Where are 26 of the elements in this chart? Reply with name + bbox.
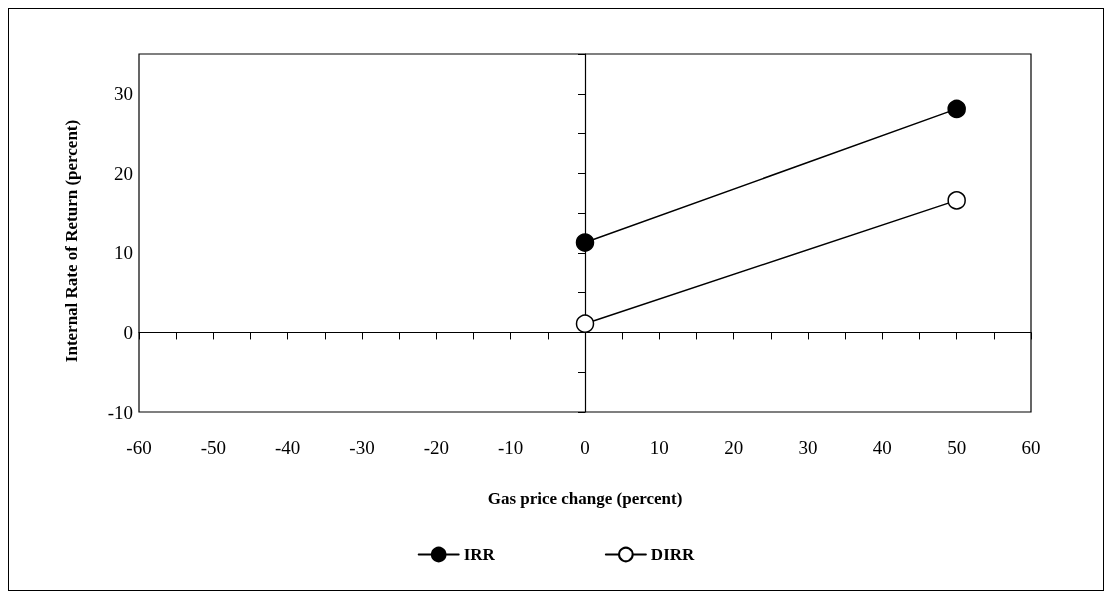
x-tick-label: 60: [1021, 437, 1041, 458]
x-tick-label: 50: [947, 437, 967, 458]
x-tick-label: -30: [349, 437, 375, 458]
x-tick-label: -20: [423, 437, 449, 458]
x-tick-label: -50: [200, 437, 226, 458]
y-tick-label: 20: [114, 162, 133, 184]
x-tick-label: 10: [649, 437, 669, 458]
x-tick-label: -10: [498, 437, 524, 458]
y-tick-label: 30: [114, 83, 133, 105]
x-tick-label: 20: [724, 437, 744, 458]
y-tick-label: -10: [107, 401, 133, 423]
point: [947, 191, 966, 210]
x-tick-label: 0: [580, 437, 590, 458]
y-tick-label: 0: [123, 321, 133, 343]
point: [947, 99, 966, 119]
x-axis-title: Gas price change (percent): [487, 489, 683, 508]
x-tick-label: 40: [872, 437, 892, 458]
y-tick-label: 10: [114, 242, 133, 264]
y-axis-title: Internal Rate of Return (percent): [61, 119, 81, 363]
legend-label: IRR: [463, 545, 496, 564]
legend-label: DIRR: [650, 545, 696, 564]
point: [575, 233, 595, 252]
point: [575, 314, 595, 333]
x-tick-label: 30: [798, 437, 818, 458]
x-tick-label: -60: [126, 437, 152, 458]
x-tick-label: -40: [275, 437, 301, 458]
